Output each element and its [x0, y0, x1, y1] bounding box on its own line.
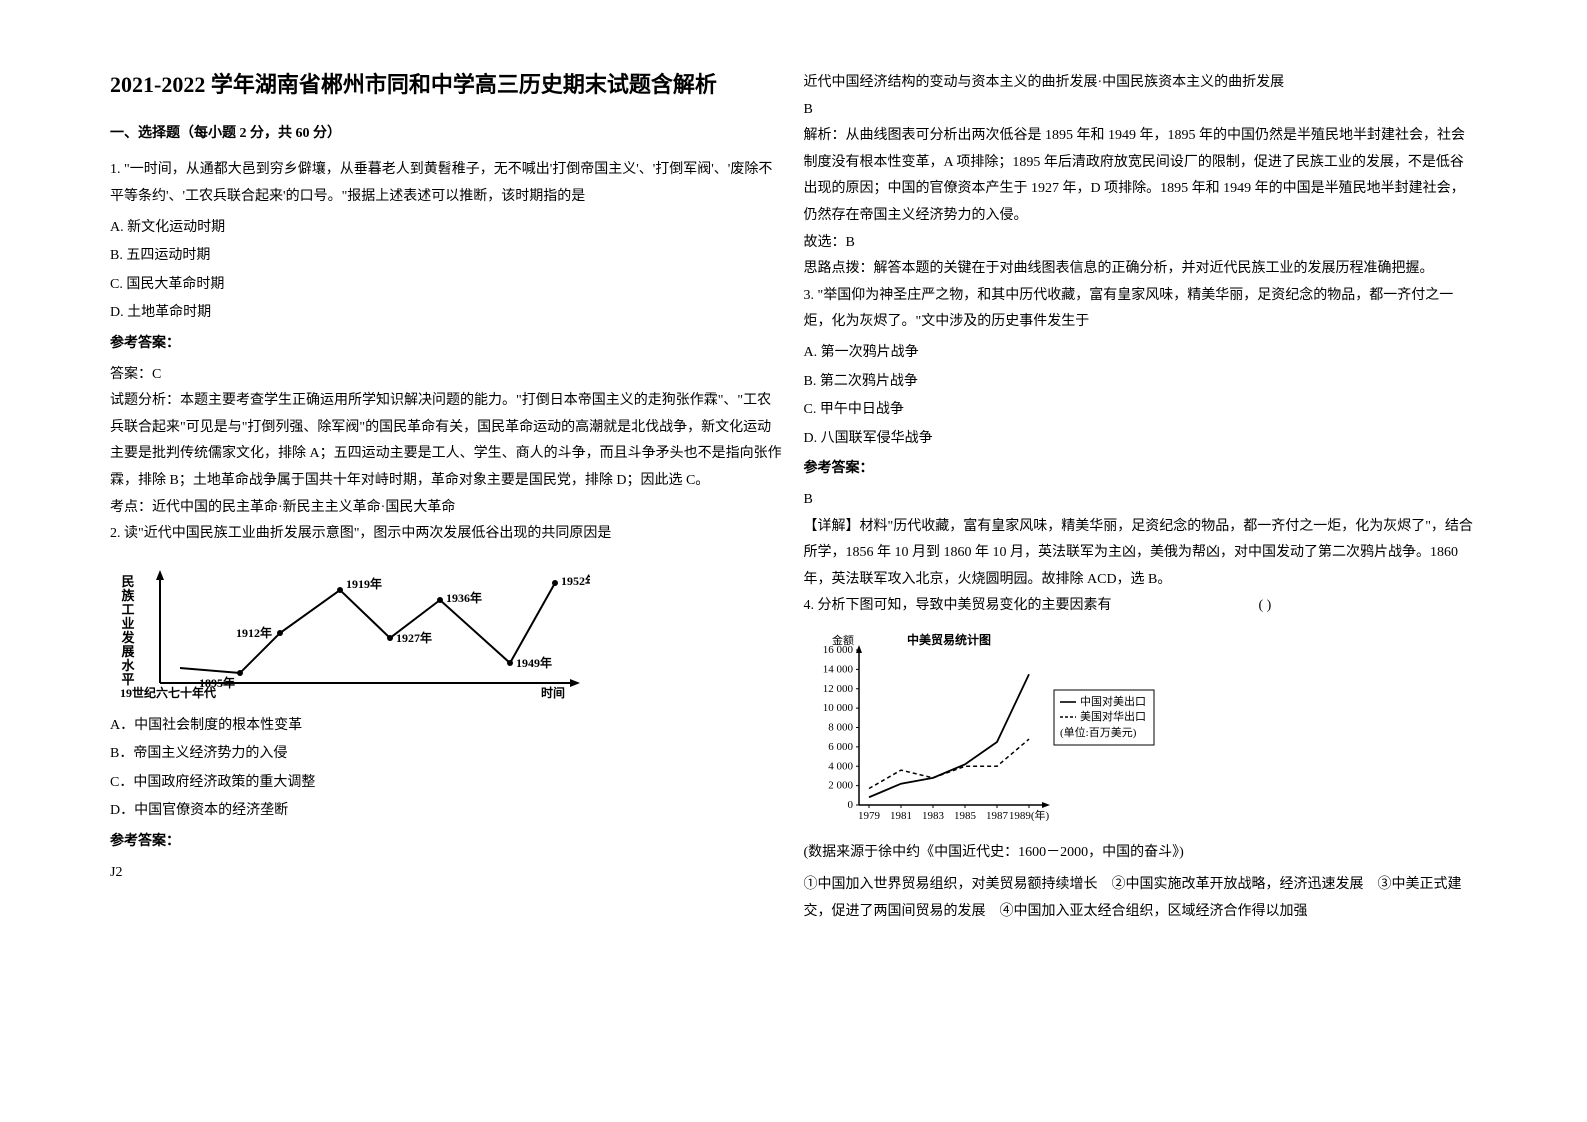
q4-stem-text: 4. 分析下图可知，导致中美贸易变化的主要因素有: [804, 598, 1112, 613]
svg-text:1927年: 1927年: [396, 630, 432, 645]
svg-text:10 000: 10 000: [822, 702, 853, 714]
q1-option-a: A. 新文化运动时期: [110, 215, 784, 242]
svg-text:族: 族: [121, 588, 135, 603]
q3-option-d: D. 八国联军侵华战争: [804, 426, 1478, 453]
q1-answer-label: 参考答案：: [110, 331, 784, 358]
col2-top: 近代中国经济结构的变动与资本主义的曲折发展·中国民族资本主义的曲折发展: [804, 70, 1478, 97]
svg-text:14 000: 14 000: [822, 663, 853, 675]
q3-analysis: 【详解】材料"历代收藏，富有皇家风味，精美华丽，足资纪念的物品，都一齐付之一炬，…: [804, 514, 1478, 594]
svg-text:1912年: 1912年: [236, 625, 272, 640]
left-column: 2021-2022 学年湖南省郴州市同和中学高三历史期末试题含解析 一、选择题（…: [100, 70, 794, 1052]
page-title: 2021-2022 学年湖南省郴州市同和中学高三历史期末试题含解析: [110, 70, 784, 101]
svg-text:民: 民: [121, 574, 134, 589]
q4-options: ①中国加入世界贸易组织，对美贸易额持续增长 ②中国实施改革开放战略，经济迅速发展…: [804, 872, 1478, 925]
svg-text:平: 平: [121, 672, 134, 687]
q1-kaodian: 考点：近代中国的民主革命·新民主主义革命·国民大革命: [110, 495, 784, 522]
svg-text:2 000: 2 000: [828, 780, 853, 792]
q4-chart: 中美贸易统计图金额16 00014 00012 00010 0008 0006 …: [804, 630, 1478, 830]
svg-text:16 000: 16 000: [822, 644, 853, 656]
section-header: 一、选择题（每小题 2 分，共 60 分）: [110, 121, 784, 148]
svg-text:1979: 1979: [858, 810, 881, 822]
svg-text:时间: 时间: [541, 685, 565, 700]
svg-text:1981: 1981: [890, 810, 912, 822]
right-column: 近代中国经济结构的变动与资本主义的曲折发展·中国民族资本主义的曲折发展 B 解析…: [794, 70, 1488, 1052]
q3-answer-label: 参考答案：: [804, 456, 1478, 483]
q2-option-b: B．帝国主义经济势力的入侵: [110, 741, 784, 768]
svg-text:19世纪六七十年代: 19世纪六七十年代: [120, 685, 216, 700]
svg-text:1949年: 1949年: [516, 655, 552, 670]
svg-text:中美贸易统计图: 中美贸易统计图: [906, 632, 990, 647]
q1-analysis: 试题分析：本题主要考查学生正确运用所学知识解决问题的能力。"打倒日本帝国主义的走…: [110, 388, 784, 494]
svg-text:业: 业: [121, 616, 134, 631]
svg-text:4 000: 4 000: [828, 760, 853, 772]
q3-stem: 3. "举国仰为神圣庄严之物，和其中历代收藏，富有皇家风味，精美华丽，足资纪念的…: [804, 283, 1478, 336]
svg-text:1936年: 1936年: [446, 590, 482, 605]
q2-chart-svg: 民族工业发展水平1895年1912年1919年1927年1936年1949年19…: [110, 558, 590, 703]
q4-source: (数据来源于徐中约《中国近代史：1600－2000，中国的奋斗》): [804, 840, 1478, 867]
q2-analysis: 解析：从曲线图表可分析出两次低谷是 1895 年和 1949 年，1895 年的…: [804, 123, 1478, 229]
q1-option-b: B. 五四运动时期: [110, 243, 784, 270]
svg-text:美国对华出口: 美国对华出口: [1080, 709, 1146, 723]
q1-option-d: D. 土地革命时期: [110, 300, 784, 327]
svg-text:1983: 1983: [922, 810, 945, 822]
q2-option-d: D．中国官僚资本的经济垄断: [110, 798, 784, 825]
svg-text:1987: 1987: [986, 810, 1009, 822]
q1-option-c: C. 国民大革命时期: [110, 272, 784, 299]
q4-chart-svg: 中美贸易统计图金额16 00014 00012 00010 0008 0006 …: [804, 630, 1164, 830]
q2-option-a: A．中国社会制度的根本性变革: [110, 713, 784, 740]
q3-option-a: A. 第一次鸦片战争: [804, 340, 1478, 367]
svg-text:1989(年): 1989(年): [1008, 808, 1049, 822]
svg-text:12 000: 12 000: [822, 683, 853, 695]
q3-answer: B: [804, 487, 1478, 514]
q2-option-c: C．中国政府经济政策的重大调整: [110, 770, 784, 797]
q2-code: J2: [110, 860, 784, 887]
svg-text:1919年: 1919年: [346, 576, 382, 591]
svg-text:工: 工: [121, 602, 134, 617]
q2-guxuan: 故选：B: [804, 230, 1478, 257]
svg-text:0: 0: [847, 799, 853, 811]
q2-chart: 民族工业发展水平1895年1912年1919年1927年1936年1949年19…: [110, 558, 784, 703]
q2-silu: 思路点拨：解答本题的关键在于对曲线图表信息的正确分析，并对近代民族工业的发展历程…: [804, 256, 1478, 283]
svg-text:(单位:百万美元): (单位:百万美元): [1060, 725, 1137, 739]
svg-text:6 000: 6 000: [828, 741, 853, 753]
q2-answer-label: 参考答案：: [110, 829, 784, 856]
q3-option-b: B. 第二次鸦片战争: [804, 369, 1478, 396]
q3-option-c: C. 甲午中日战争: [804, 397, 1478, 424]
svg-text:8 000: 8 000: [828, 721, 853, 733]
svg-text:1985: 1985: [954, 810, 977, 822]
svg-text:展: 展: [121, 644, 135, 659]
q4-bracket: ( ): [1259, 598, 1272, 613]
q1-answer: 答案：C: [110, 362, 784, 389]
q2-answer: B: [804, 97, 1478, 124]
svg-text:中国对美出口: 中国对美出口: [1080, 694, 1146, 708]
q1-stem: 1. "一时间，从通都大邑到穷乡僻壤，从垂暮老人到黄髫稚子，无不喊出'打倒帝国主…: [110, 157, 784, 210]
svg-text:发: 发: [120, 630, 135, 645]
svg-text:水: 水: [121, 658, 135, 673]
q2-stem: 2. 读"近代中国民族工业曲折发展示意图"，图示中两次发展低谷出现的共同原因是: [110, 521, 784, 548]
svg-text:1952年: 1952年: [561, 573, 590, 588]
q4-stem: 4. 分析下图可知，导致中美贸易变化的主要因素有 ( ): [804, 593, 1478, 620]
